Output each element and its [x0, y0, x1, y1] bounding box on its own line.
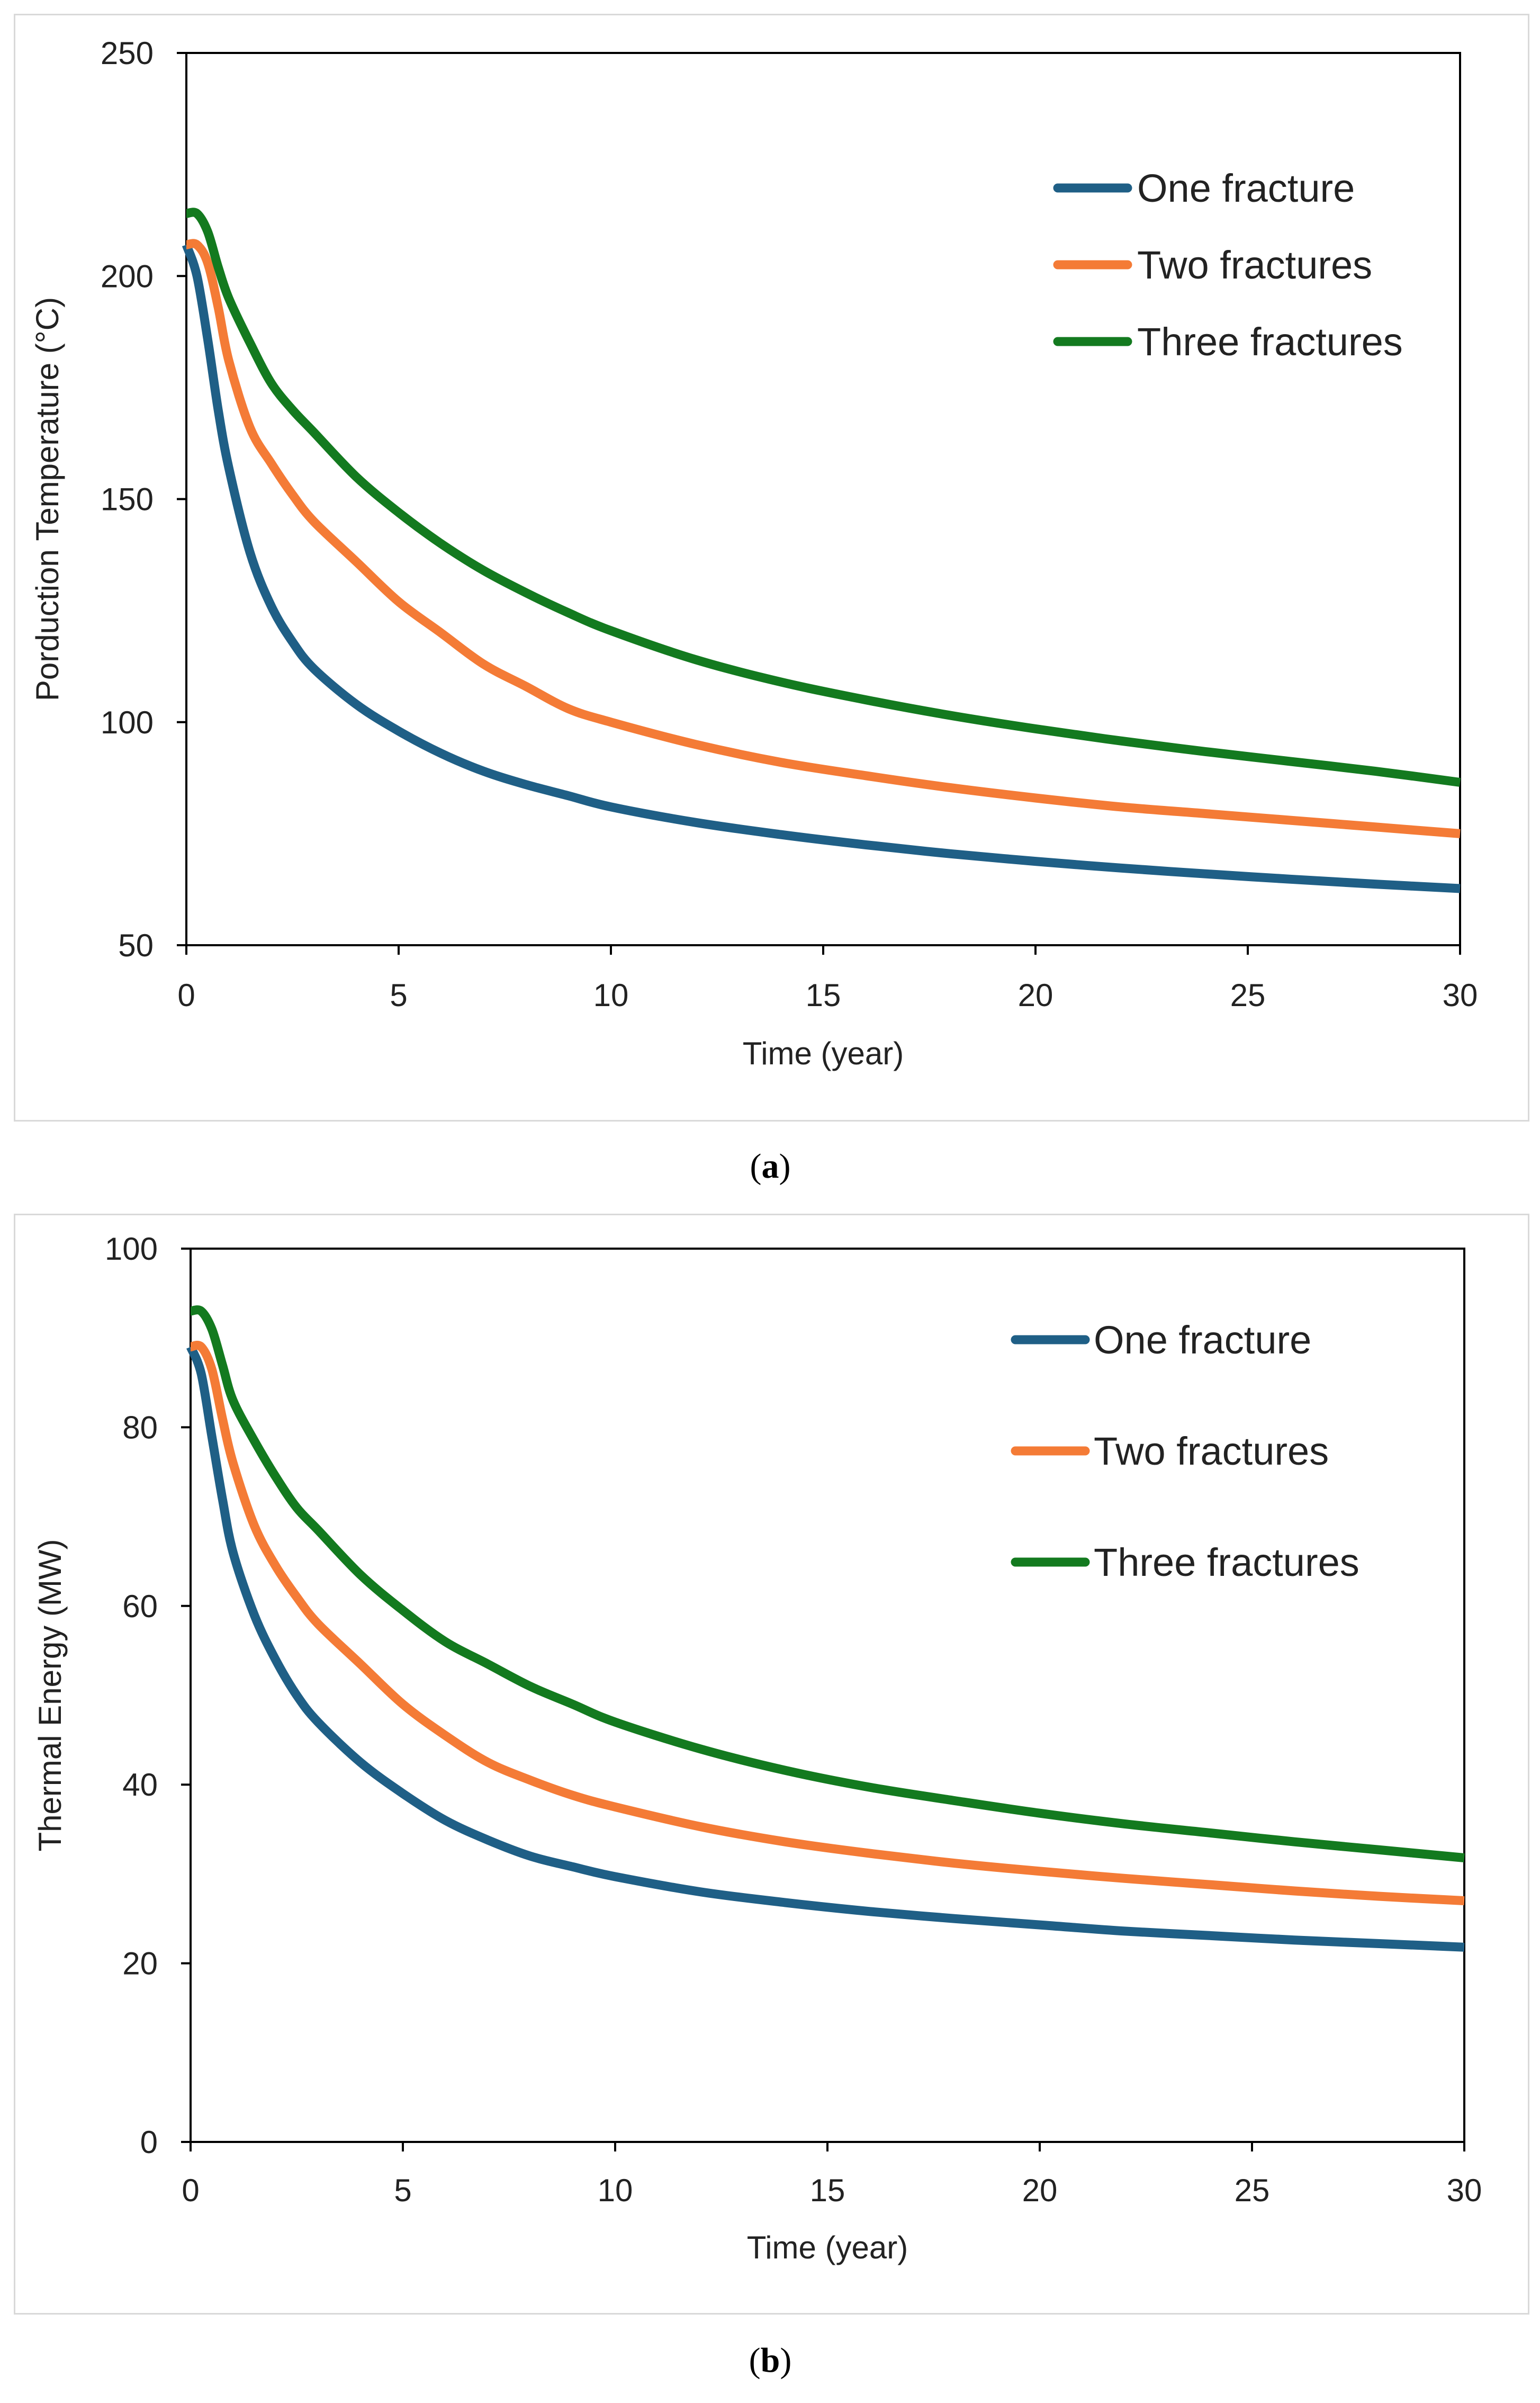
- y-tick-label: 20: [122, 1946, 158, 1981]
- caption-a: (a): [750, 1147, 791, 1186]
- y-tick-label: 60: [122, 1589, 158, 1624]
- series-line-three-fractures: [190, 1305, 1465, 1862]
- chart-a: 0 5 10 15 20 25 30 50 100 150 200 250 Time (year) Por…: [30, 35, 1478, 1071]
- plot-frame: [190, 1248, 1465, 2143]
- y-tick-label: 150: [101, 482, 154, 517]
- y-tick-label: 40: [122, 1767, 158, 1803]
- legend-label: One fracture: [1094, 1318, 1311, 1362]
- x-tick-label: 15: [806, 978, 841, 1013]
- series-line-two-fractures: [190, 1340, 1465, 1905]
- y-tick-label: 100: [101, 705, 154, 740]
- x-tick-label: 30: [1443, 978, 1478, 1013]
- x-tick-label: 20: [1022, 2173, 1058, 2208]
- x-tick-label: 0: [182, 2173, 199, 2208]
- x-tick-label: 5: [390, 978, 407, 1013]
- chart-panel-a: [14, 14, 1529, 1122]
- x-tick-label: 25: [1235, 2173, 1270, 2208]
- y-tick-label: 100: [105, 1231, 158, 1267]
- x-tick-label: 15: [810, 2173, 845, 2208]
- y-tick-label: 50: [118, 928, 154, 963]
- x-tick-label: 10: [598, 2173, 633, 2208]
- legend-label: Two fractures: [1137, 243, 1372, 287]
- x-tick-label: 20: [1018, 978, 1053, 1013]
- y-axis-label: Thermal Energy (MW): [32, 1539, 68, 1851]
- series-line-one-fracture: [182, 243, 1461, 893]
- x-tick-label: 10: [593, 978, 629, 1013]
- y-axis-label: Porduction Temperature (°C): [30, 297, 65, 701]
- y-tick-label: 200: [101, 258, 154, 294]
- caption-b: (b): [749, 2341, 792, 2380]
- x-axis-label: Time (year): [747, 2230, 908, 2265]
- series-line-three-fractures: [185, 208, 1461, 787]
- legend-label: Three fractures: [1094, 1540, 1359, 1584]
- legend-label: Three fractures: [1137, 320, 1403, 364]
- y-tick-label: 250: [101, 35, 154, 71]
- legend-label: Two fractures: [1094, 1429, 1329, 1473]
- chart-b: 0 5 10 15 20 25 30 0 20 40 60 80 100 Time (year) Therm…: [32, 1231, 1482, 2265]
- x-tick-label: 0: [177, 978, 195, 1013]
- x-tick-label: 25: [1230, 978, 1266, 1013]
- x-axis-label: Time (year): [743, 1036, 904, 1071]
- x-tick-label: 30: [1447, 2173, 1482, 2208]
- y-tick-label: 0: [140, 2124, 158, 2160]
- series-line-two-fractures: [185, 239, 1461, 838]
- y-tick-label: 80: [122, 1410, 158, 1445]
- x-tick-label: 5: [394, 2173, 411, 2208]
- series-line-one-fracture: [186, 1345, 1465, 1952]
- legend-label: One fracture: [1137, 166, 1355, 210]
